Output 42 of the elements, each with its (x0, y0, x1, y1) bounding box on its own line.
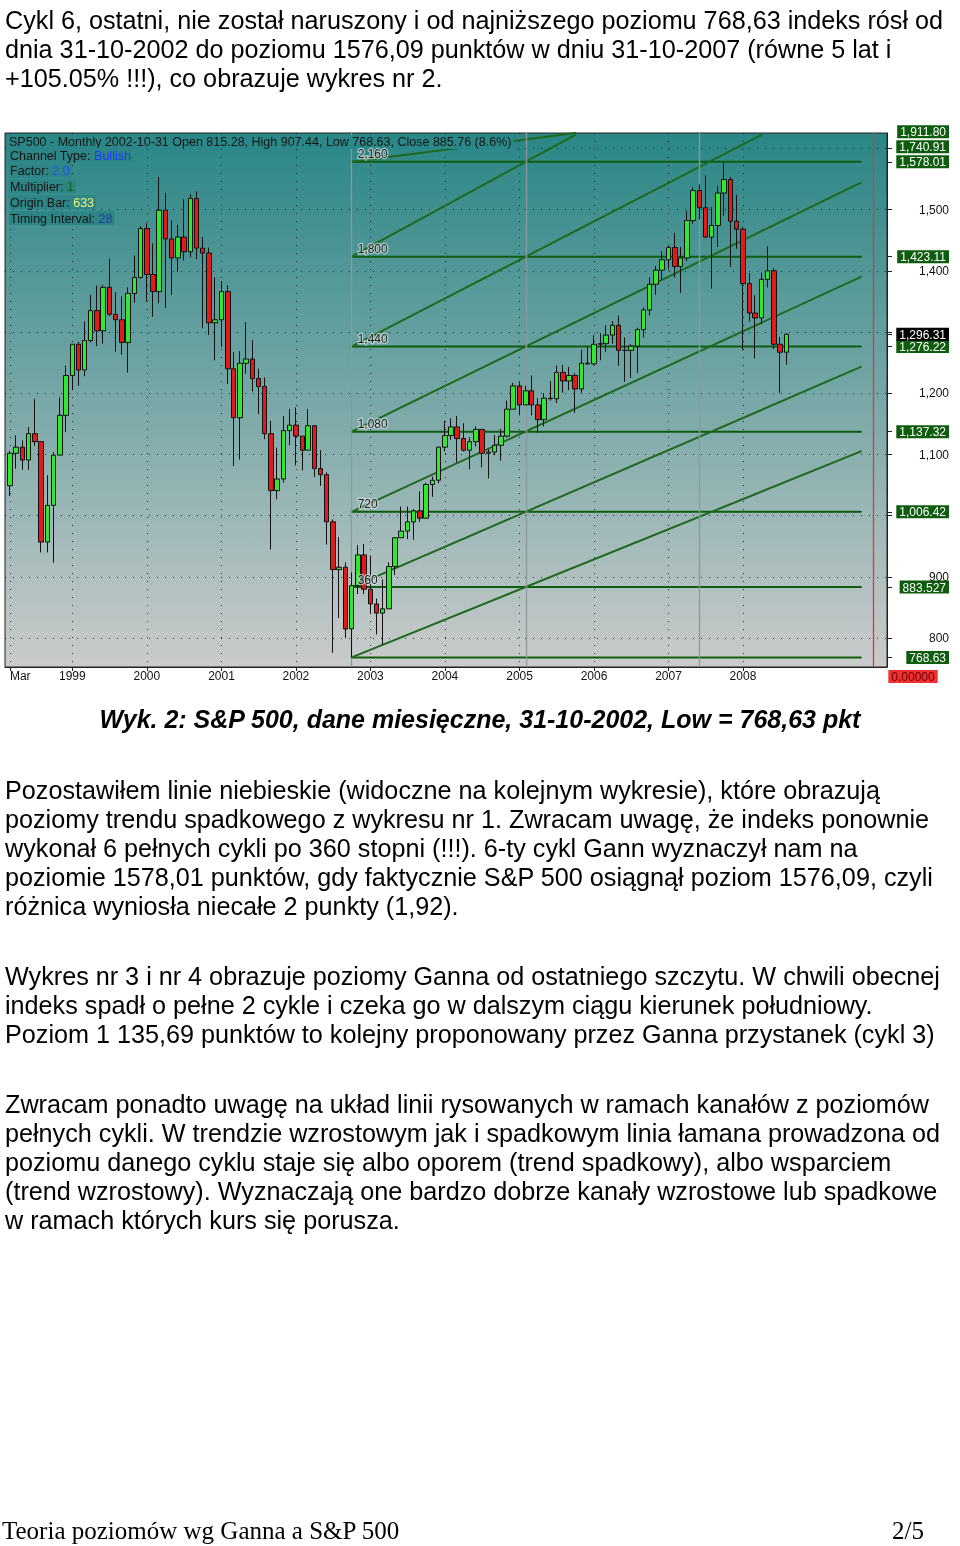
ref-line-label: 0.00000 (891, 669, 936, 684)
series-label: 360 (357, 572, 378, 587)
x-tick-label: 2006 (580, 669, 608, 683)
y-tick-label: 1,500 (918, 202, 950, 217)
x-tick-label: Mar (9, 669, 31, 683)
text: Zwracam ponadto uwagę na układ linii rysowanych w ramach kanałów z poziomów pełnych cykli. W trendzie wzrostowym jak i spadkowym linia łamana prowadzona od poziomu danego cyklu staje się albo oporem (trend spadkowy), albo wsparciem (trend wzrostowy). Wyznaczają one bardzo dobrze kanały wzrostowe lub spadkowe w ramach których kurs się porusza. (5, 1089, 942, 1235)
x-tick-label: 2002 (282, 669, 310, 683)
text: Cykl 6, ostatni, nie został naruszony i od najniższego poziomu 768,63 indeks rósł od dnia 31-10-2002 do poziomu 1576,09 punktów w dniu 31-10-2007 (równe 5 lat i +105.05% !!!), co obrazuje wykres nr 2. (5, 5, 945, 93)
text: Wykres nr 3 i nr 4 obrazuje poziomy Ganna od ostatniego szczytu. W chwili obecnej indeks spadł o pełne 2 cykle i czeka go w dalszym ciągu kierunek południowy. Poziom 1 135,69 punktów to kolejny proponowany przez Ganna przystanek (cykl 3) (5, 961, 941, 1049)
chart-title: SP500 - Monthly 2002-10-31 Open 815.28, High 907.44, Low 768.63, Close 885.76 (8.6%) (9, 135, 512, 149)
y-tick-label: 1,100 (918, 447, 950, 462)
y-tick-label: 1,423.11 (900, 250, 947, 265)
annotation: Channel Type: Bullish (10, 148, 131, 163)
x-tick-label: 2000 (133, 669, 161, 683)
x-tick-label: 1999 (58, 669, 86, 683)
x-tick-label: 2007 (655, 669, 683, 683)
x-tick-label: 2008 (729, 669, 757, 683)
annotation: Timing Interval: 28 (10, 211, 113, 226)
text: Wyk. 2: S&P 500, dane miesięczne, 31-10-2002, Low = 768,63 pkt (98, 704, 862, 734)
y-tick-label: 883.527 (902, 580, 947, 595)
series-label: 2,160 (357, 147, 388, 162)
text: Teoria poziomów wg Ganna a S&P 500 (2, 1516, 400, 1546)
annotation: Multiplier: 1 (10, 180, 74, 194)
y-tick-label: 1,200 (918, 386, 950, 401)
x-tick-label: 2005 (506, 669, 534, 683)
x-tick-label: 2004 (431, 669, 459, 683)
y-tick-label: 1,137.32 (899, 425, 947, 440)
annotation: Factor: 2.0 (10, 164, 70, 179)
text: 2/5 (892, 1516, 924, 1546)
y-tick-label: 1,006.42 (899, 505, 947, 520)
y-tick-label: 1,276.22 (899, 340, 947, 355)
y-tick-label: 800 (928, 631, 950, 646)
text: Pozostawiłem linie niebieskie (widoczne na kolejnym wykresie), które obrazują poziomy trendu spadkowego z wykresu nr 1. Zwracam uwagę, że indeks ponownie wykonał 6 pełnych cykli po 360 stopni (!!!). 6-ty cykl Gann wyznaczył nam na poziomie 1578,01 punktów, gdy faktycznie S&P 500 osiągnął poziom 1576,09, czyli różnica wyniosła niecałe 2 punkty (1,92). (5, 775, 934, 921)
y-tick-label: 1,296.31 (899, 327, 947, 342)
y-tick-label: 768.63 (909, 650, 947, 665)
y-tick-label: 1,578.01 (899, 155, 947, 170)
text: 1,740.91 (899, 139, 947, 154)
text: 1,911.80 (900, 124, 947, 139)
y-tick-label: 1,400 (918, 263, 950, 278)
x-tick-label: 2001 (208, 669, 236, 683)
annotation: Origin Bar: 633 (10, 195, 95, 210)
x-tick-label: 2003 (357, 669, 385, 683)
